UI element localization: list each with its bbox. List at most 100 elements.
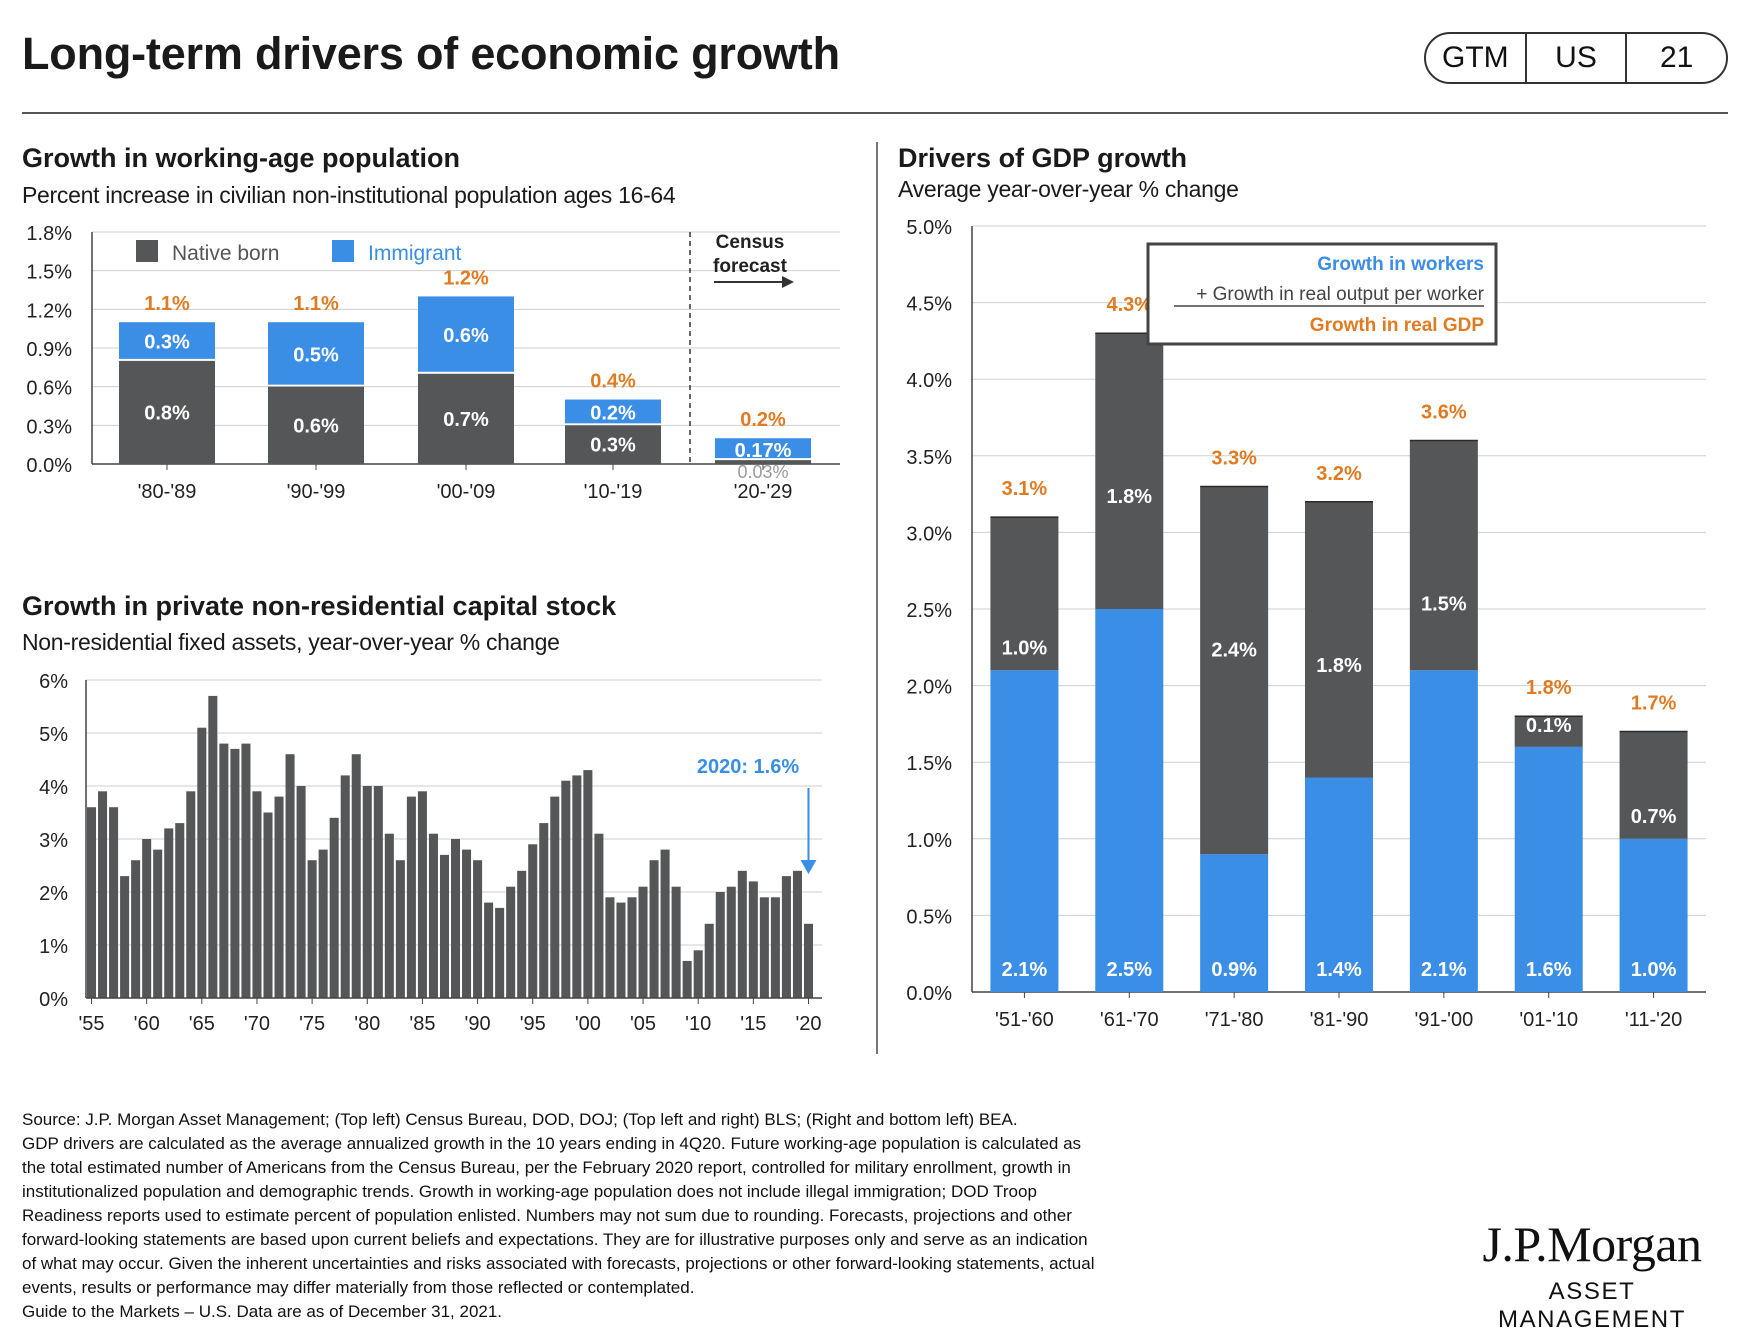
capital-stock-bar	[318, 849, 328, 998]
x-tick-label: '60	[134, 1013, 160, 1035]
capital-stock-bar	[715, 892, 725, 998]
x-tick-label: '90	[465, 1013, 491, 1035]
capital-stock-chart-title: Growth in private non-residential capita…	[22, 591, 617, 621]
capital-stock-bar	[704, 923, 714, 998]
output-per-worker-value-label: 1.8%	[1106, 486, 1152, 508]
total-value-label: 1.2%	[443, 267, 489, 289]
working-age-chart-subtitle: Percent increase in civilian non-institu…	[22, 182, 676, 208]
gdp-drivers-chart: 0.0% 0.5% 1.0% 1.5% 2.0% 2.5% 3.0% 3.5% 4.0% 4.5%…	[906, 217, 1706, 1031]
x-tick-label: '00	[575, 1013, 601, 1035]
census-forecast-label: Census	[716, 232, 785, 253]
growth-in-workers-value-label: 0.9%	[1211, 959, 1257, 981]
capital-stock-bar	[594, 833, 604, 998]
capital-stock-bar	[263, 812, 273, 998]
y-tick-label: 4.5%	[906, 294, 952, 316]
native-born-value-label: 0.6%	[293, 415, 339, 437]
y-tick-label: 4%	[39, 777, 68, 799]
immigrant-value-label: 0.6%	[443, 325, 489, 347]
output-per-worker-bar	[1305, 501, 1373, 778]
growth-in-workers-value-label: 2.1%	[1002, 959, 1048, 981]
growth-in-workers-value-label: 2.1%	[1421, 959, 1467, 981]
x-tick-label: '10	[685, 1013, 711, 1035]
capital-stock-bar	[528, 844, 538, 998]
capital-stock-bar	[495, 907, 505, 998]
real-gdp-total-label: 1.7%	[1631, 693, 1677, 715]
native-born-value-label: 0.8%	[144, 402, 190, 424]
output-per-worker-value-label: 1.5%	[1421, 593, 1467, 615]
x-tick-label: '85	[409, 1013, 435, 1035]
capital-stock-bar	[671, 886, 681, 998]
x-tick-label: '01-'10	[1519, 1009, 1578, 1031]
capital-stock-bar	[561, 780, 571, 998]
capital-stock-bar	[693, 950, 703, 998]
jpmorgan-logo: J.P.Morgan ASSET MANAGEMENT	[1456, 1216, 1728, 1334]
native-born-bar	[565, 425, 661, 464]
capital-stock-bar	[473, 860, 483, 998]
output-per-worker-bar	[1514, 716, 1583, 747]
census-forecast-label: forecast	[713, 256, 788, 277]
x-tick-label: '61-'70	[1100, 1009, 1159, 1031]
output-per-worker-bar	[1095, 333, 1164, 609]
x-tick-label: '51-'60	[995, 1009, 1054, 1031]
y-tick-label: 0.3%	[26, 416, 72, 438]
capital-stock-bar	[539, 823, 549, 998]
output-per-worker-value-label: 0.1%	[1526, 715, 1572, 737]
x-tick-label: '90-'99	[287, 481, 346, 503]
y-tick-label: 5%	[39, 724, 68, 746]
x-tick-label: '81-'90	[1310, 1009, 1369, 1031]
y-tick-label: 2.0%	[906, 677, 952, 699]
footnote-line: events, results or performance may diffe…	[22, 1278, 695, 1297]
capital-stock-bar	[550, 796, 560, 998]
capital-stock-bar	[605, 897, 615, 998]
x-tick-label: '20	[795, 1013, 821, 1035]
legend-label-native-born: Native born	[172, 242, 279, 265]
capital-stock-bar	[649, 860, 659, 998]
capital-stock-bar	[351, 754, 361, 998]
panel-divider	[876, 142, 878, 1054]
immigrant-bar	[418, 296, 514, 372]
capital-stock-bar	[373, 786, 383, 998]
footnote-line: the total estimated number of Americans …	[22, 1158, 1071, 1177]
x-tick-label: '80	[354, 1013, 380, 1035]
legend-label-real-gdp: Growth in real GDP	[1310, 315, 1485, 336]
native-born-bar	[119, 360, 215, 464]
y-tick-label: 0.5%	[906, 906, 952, 928]
legend-box	[1146, 242, 1498, 346]
growth-in-workers-bar	[1409, 670, 1478, 992]
x-tick-label: '65	[189, 1013, 215, 1035]
output-per-worker-bar	[1619, 731, 1688, 839]
y-tick-label: 3.0%	[906, 523, 952, 545]
capital-stock-bar	[462, 849, 472, 998]
growth-in-workers-bar	[1305, 777, 1373, 992]
capital-stock-bar	[208, 695, 218, 998]
capital-stock-bar	[417, 791, 427, 998]
x-tick-label: '95	[520, 1013, 546, 1035]
growth-in-workers-bar	[1619, 838, 1688, 992]
capital-stock-bar	[781, 876, 791, 998]
total-value-label: 0.4%	[590, 371, 636, 393]
capital-stock-bar	[451, 839, 461, 998]
footnote-line: GDP drivers are calculated as the averag…	[22, 1134, 1082, 1153]
capital-stock-chart: 0% 1% 2% 3% 4% 5% 6% '55 '60 '65 '70 '75 '80 '85 '90 '9…	[39, 671, 822, 1035]
capital-stock-bar	[340, 775, 350, 998]
x-tick-label: '00-'09	[437, 481, 496, 503]
logo-subtitle: ASSET MANAGEMENT	[1497, 1278, 1686, 1333]
x-tick-label: '05	[630, 1013, 656, 1035]
legend-swatch-immigrant	[332, 240, 354, 262]
x-tick-label: '91-'00	[1414, 1009, 1473, 1031]
y-tick-label: 5.0%	[906, 217, 952, 239]
growth-in-workers-value-label: 2.5%	[1106, 959, 1152, 981]
legend-label-output-per-worker: + Growth in real output per worker	[1196, 284, 1484, 305]
immigrant-bar	[715, 438, 811, 459]
capital-stock-bar	[230, 748, 240, 998]
immigrant-value-label: 0.2%	[590, 402, 636, 424]
output-per-worker-bar	[990, 517, 1059, 671]
capital-stock-bar	[285, 754, 295, 998]
capital-stock-bar	[307, 860, 317, 998]
immigrant-bar	[268, 322, 364, 385]
y-tick-label: 1.0%	[906, 830, 952, 852]
capital-stock-bar	[131, 860, 141, 998]
output-per-worker-value-label: 1.8%	[1316, 655, 1362, 677]
output-per-worker-bar	[1409, 440, 1478, 671]
growth-in-workers-value-label: 1.4%	[1316, 959, 1362, 981]
